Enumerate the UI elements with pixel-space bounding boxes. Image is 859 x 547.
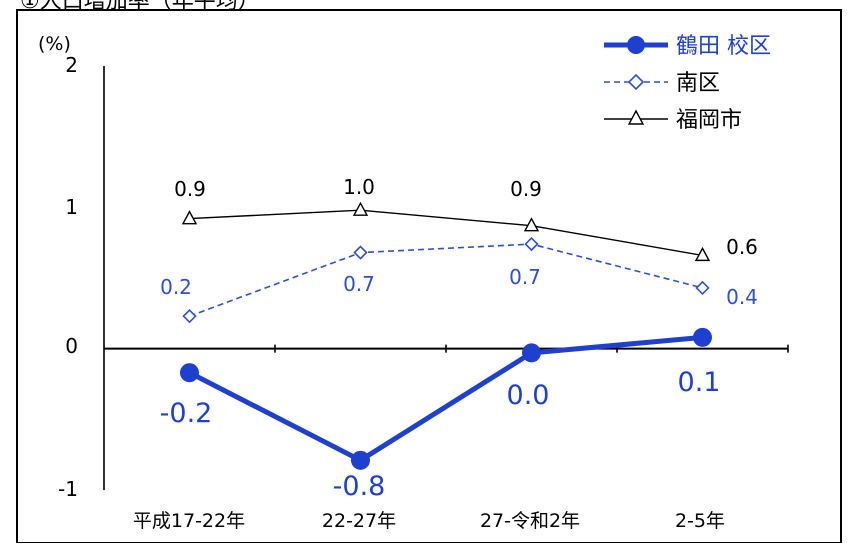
data-label-fukuoka: 0.9 (174, 177, 206, 201)
data-label-minami: 0.7 (343, 272, 375, 296)
data-point (351, 450, 370, 470)
series-line-0 (188, 334, 703, 464)
data-point (180, 363, 199, 383)
data-point (694, 246, 711, 262)
data-point (522, 343, 541, 363)
x-tick-label: 27-令和2年 (480, 510, 580, 532)
data-point (693, 327, 712, 347)
legend-marker-minami (627, 73, 645, 91)
legend-marker-fukuoka (627, 109, 645, 125)
series-line-1 (189, 243, 703, 317)
data-point (353, 245, 368, 260)
data-point (181, 210, 198, 225)
y-tick-label: -1 (58, 477, 78, 501)
legend: 鶴田 校区 南区 福岡市 (604, 34, 771, 133)
series-line-2 (189, 209, 703, 257)
legend-label-minami: 南区 (676, 71, 720, 96)
y-tick-label: 2 (65, 53, 78, 77)
x-tick-label: 2-5年 (675, 510, 725, 532)
legend-label-tsuruta: 鶴田 校区 (676, 34, 771, 59)
data-label-minami: 0.4 (726, 285, 758, 309)
x-tick-label: 22-27年 (322, 510, 396, 532)
data-point (695, 280, 710, 296)
data-point (352, 201, 369, 216)
y-tick-label: 1 (65, 195, 78, 219)
data-label-tsuruta: 0.0 (507, 380, 550, 411)
y-axis-unit: (%) (38, 33, 71, 55)
data-label-fukuoka: 1.0 (343, 175, 375, 199)
data-label-fukuoka: 0.6 (726, 235, 758, 259)
y-tick-label: 0 (65, 334, 78, 358)
data-label-tsuruta: -0.2 (160, 398, 213, 429)
data-label-minami: 0.7 (509, 265, 541, 289)
data-label-tsuruta: -0.8 (333, 471, 386, 502)
chart-header-fragment: ①人口増加率（年平均） (20, 0, 260, 14)
data-point (182, 309, 197, 324)
series-layer (180, 201, 712, 470)
data-point (523, 217, 540, 232)
legend-marker-tsuruta (627, 36, 645, 54)
legend-label-fukuoka: 福岡市 (676, 108, 742, 133)
data-label-tsuruta: 0.1 (678, 367, 721, 398)
x-tick-label: 平成17-22年 (133, 510, 245, 532)
data-point (524, 236, 539, 252)
data-label-minami: 0.2 (160, 275, 192, 299)
data-label-fukuoka: 0.9 (510, 177, 542, 201)
